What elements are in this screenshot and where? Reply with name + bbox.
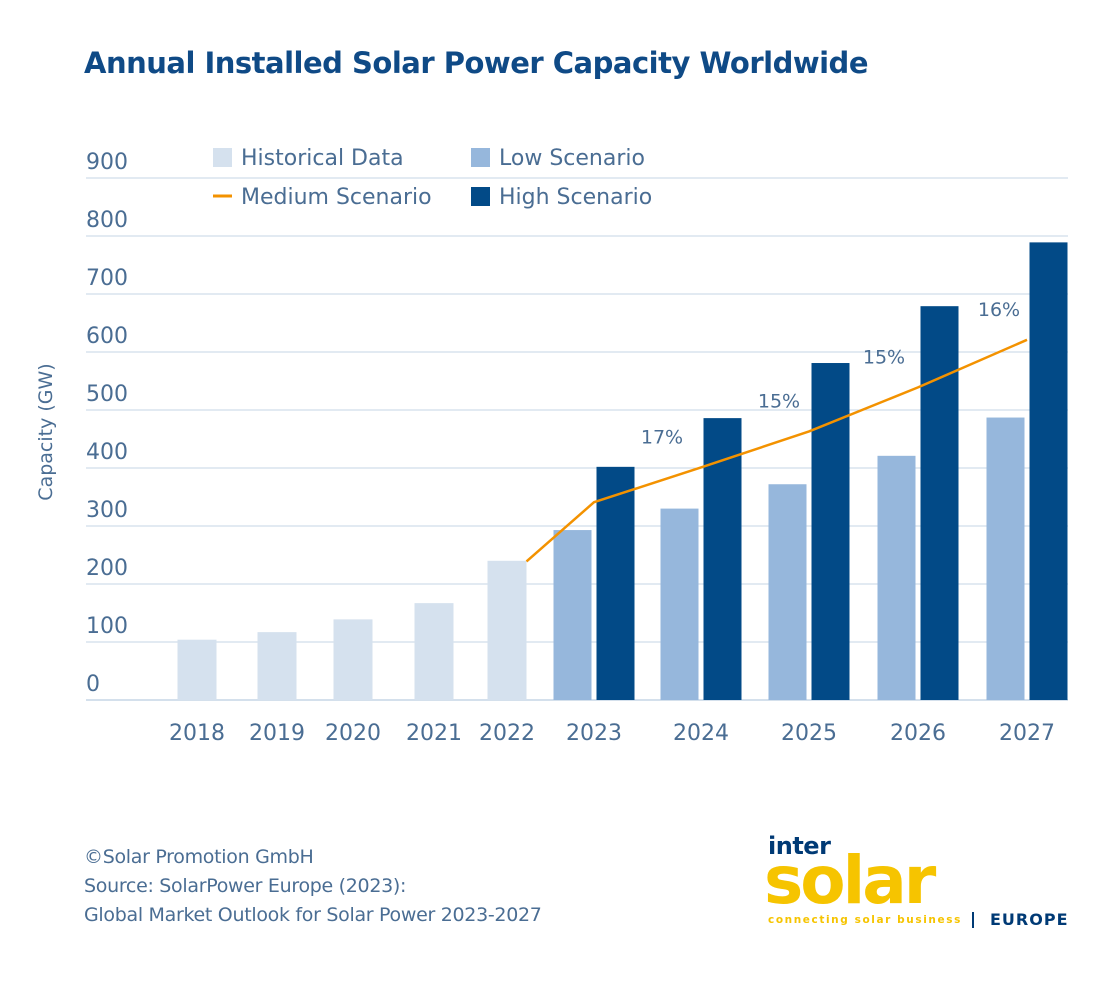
legend-label-medium-scenario: Medium Scenario [241,185,432,210]
bar-high-2023 [596,466,635,700]
copyright-text: ©Solar Promotion GmbH [84,846,314,868]
x-tick-label: 2018 [169,721,225,746]
growth-annotation: 15% [863,346,905,368]
x-tick-label: 2020 [325,721,381,746]
x-tick-label: 2023 [566,721,622,746]
bar-historical-2021 [414,603,454,700]
legend-swatch-high-scenario [471,187,490,206]
growth-annotation: 17% [641,426,683,448]
x-tick-label: 2026 [890,721,946,746]
y-tick-label: 200 [86,556,128,581]
bar-historical-2019 [257,632,297,700]
source-text-line1: Source: SolarPower Europe (2023): [84,875,407,897]
x-tick-label: 2027 [999,721,1055,746]
legend-swatch-historical-data [213,148,232,167]
bar-low-2023 [553,530,592,700]
x-tick-label: 2019 [249,721,305,746]
bar-high-2025 [811,363,850,700]
growth-annotation: 16% [978,299,1020,321]
y-tick-label: 600 [86,324,128,349]
x-tick-label: 2024 [673,721,729,746]
logo-solar-text: solar [764,842,936,919]
medium-scenario-line [525,338,1028,563]
legend-label-low-scenario: Low Scenario [499,146,645,171]
logo-separator [972,912,974,928]
intersolar-europe-logo: inter solar connecting solar business EU… [764,832,1076,932]
bar-line-chart: 0 100 200 300 400 500 600 700 800 900 2018 2019 202… [35,146,1068,746]
logo-tagline: connecting solar business [768,914,962,926]
x-tick-label: 2025 [781,721,837,746]
y-tick-label: 900 [86,150,128,175]
y-tick-label: 800 [86,208,128,233]
bar-historical-2018 [177,639,217,700]
legend-label-high-scenario: High Scenario [499,185,652,210]
source-footer: ©Solar Promotion GmbH Source: SolarPower… [84,843,542,930]
bar-high-2027 [1029,242,1068,700]
y-tick-label: 300 [86,498,128,523]
legend-label-historical-data: Historical Data [241,146,404,171]
logo-region: EUROPE [990,910,1069,929]
bar-historical-2020 [333,619,373,700]
bar-low-2026 [877,455,916,700]
x-tick-label: 2021 [406,721,462,746]
y-tick-label: 700 [86,266,128,291]
bar-high-2026 [920,306,959,700]
x-tick-label: 2022 [479,721,535,746]
bar-low-2024 [660,508,699,700]
legend-swatch-low-scenario [471,148,490,167]
y-axis-label: Capacity (GW) [35,363,57,500]
bar-low-2027 [986,417,1025,700]
chart-title: Annual Installed Solar Power Capacity Wo… [84,46,868,80]
source-text-line2: Global Market Outlook for Solar Power 20… [84,904,542,926]
y-tick-label: 500 [86,382,128,407]
y-tick-label: 100 [86,614,128,639]
bar-low-2025 [768,484,807,700]
logo-inter-text: inter [768,832,831,860]
growth-annotation: 15% [758,390,800,412]
y-tick-label: 0 [86,672,100,697]
bar-historical-2022 [487,560,527,700]
y-tick-label: 400 [86,440,128,465]
